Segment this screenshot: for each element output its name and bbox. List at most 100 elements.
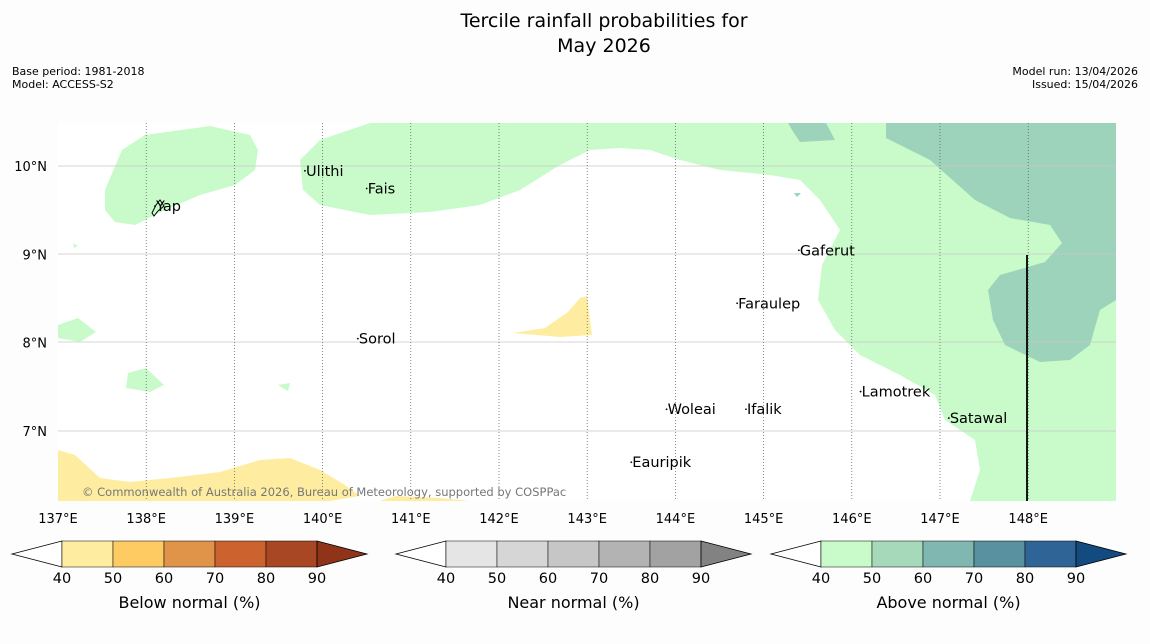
- lon-tick-label: 140°E: [303, 512, 343, 527]
- colorbar-segment: [649, 540, 702, 568]
- colorbar-segment: [112, 540, 165, 568]
- colorbar-tick-label: 70: [206, 571, 224, 587]
- lon-tick-label: 147°E: [920, 512, 960, 527]
- colorbar-tick-label: 70: [965, 571, 983, 587]
- lat-tick-label: 7°N: [23, 425, 48, 440]
- colorbar-extend-high: [316, 540, 369, 568]
- colorbar-tick-label: 40: [53, 571, 71, 587]
- colorbar-tick-label: 90: [692, 571, 710, 587]
- lat-tick-label: 9°N: [23, 248, 48, 263]
- colorbar-tick-label: 50: [104, 571, 122, 587]
- lamotrek-anomaly-dot: [1110, 123, 1116, 130]
- above-normal-50-region: [788, 123, 835, 142]
- lat-tick-label: 8°N: [23, 337, 48, 352]
- place-label: Ifalik: [747, 402, 782, 418]
- place-marker: [859, 390, 862, 393]
- colorbar-extend-high: [1075, 540, 1128, 568]
- place-label: Eauripik: [632, 455, 691, 471]
- lon-tick-label: 146°E: [832, 512, 872, 527]
- chart-title: Tercile rainfall probabilities for May 2…: [0, 9, 1150, 59]
- above-normal-40-region: [300, 123, 1116, 501]
- colorbar-segment: [1024, 540, 1077, 568]
- colorbar-tick-label: 80: [641, 571, 659, 587]
- place-label: Sorol: [359, 332, 396, 348]
- colorbar-extend-low: [769, 540, 822, 568]
- colorbar: 40 50 60 70 80 90: [10, 540, 369, 587]
- issued-text: Issued: 15/04/2026: [1031, 78, 1138, 91]
- lon-tick-label: 138°E: [126, 512, 166, 527]
- place-label: Faraulep: [738, 296, 800, 312]
- gridlines-lon: [145, 123, 1029, 501]
- place-marker: [947, 417, 950, 419]
- lon-tick-label: 139°E: [215, 512, 255, 527]
- colorbars: 40 50 60 70 80 90 40 50 60 70 80 90 40 50 60 70 80 90: [10, 540, 1128, 587]
- colorbar-extend-low: [10, 540, 63, 568]
- below-normal-40-region: [513, 296, 592, 337]
- colorbar-tick-label: 90: [308, 571, 326, 587]
- model-text: Model: ACCESS-S2: [12, 78, 114, 91]
- place-marker: [365, 187, 368, 190]
- above-normal-40-region: [58, 318, 96, 342]
- lon-tick-label: 141°E: [391, 512, 431, 527]
- colorbar-tick-label: 60: [914, 571, 932, 587]
- colorbar-segment: [820, 540, 873, 568]
- colorbar-tick-label: 70: [590, 571, 608, 587]
- place-marker: [154, 205, 156, 208]
- latitude-tick-labels: 10°N 9°N 8°N 7°N: [14, 160, 47, 440]
- colorbar-tick-label: 90: [1067, 571, 1085, 587]
- colorbar: 40 50 60 70 80 90: [394, 540, 753, 587]
- title-line-2: May 2026: [557, 35, 651, 57]
- colorbar-extend-low: [394, 540, 447, 568]
- lon-tick-label: 148°E: [1008, 512, 1048, 527]
- meta-right: Model run: 13/04/2026 Issued: 15/04/2026: [1012, 65, 1138, 91]
- lon-tick-label: 144°E: [656, 512, 696, 527]
- colorbar-tick-label: 60: [155, 571, 173, 587]
- colorbar-extend-high: [700, 540, 753, 568]
- colorbar-tick-label: 40: [437, 571, 455, 587]
- colorbar-segment: [871, 540, 924, 568]
- colorbar-tick-label: 40: [812, 571, 830, 587]
- place-marker: [630, 461, 633, 464]
- colorbar-tick-label: 50: [863, 571, 881, 587]
- colorbar-segment: [214, 540, 267, 568]
- lon-tick-label: 143°E: [567, 512, 607, 527]
- place-label: Yap: [155, 199, 181, 215]
- lon-tick-label: 145°E: [744, 512, 784, 527]
- place-marker: [665, 408, 668, 411]
- lon-tick-label: 137°E: [38, 512, 78, 527]
- title-line-1: Tercile rainfall probabilities for: [460, 10, 748, 32]
- place-label: Satawal: [950, 411, 1007, 427]
- colorbar-segment: [973, 540, 1026, 568]
- colorbar-tick-label: 60: [539, 571, 557, 587]
- map-plot-area: Ulithi Fais Yap Gaferut Faraulep Sorol Woleai I…: [58, 123, 1116, 501]
- lon-tick-label: 142°E: [479, 512, 519, 527]
- place-marker: [797, 249, 800, 252]
- place-marker: [736, 302, 739, 305]
- colorbar-segment: [598, 540, 651, 568]
- colorbar-tick-label: 50: [488, 571, 506, 587]
- colorbar-segment: [496, 540, 549, 568]
- place-label: Ulithi: [306, 164, 344, 180]
- colorbar-tick-label: 80: [257, 571, 275, 587]
- place-label: Woleai: [668, 402, 716, 418]
- place-label: Gaferut: [800, 243, 855, 259]
- longitude-tick-labels: 137°E 138°E 139°E 140°E 141°E 142°E 143°E 144°E…: [38, 512, 1048, 527]
- place-marker: [745, 408, 747, 411]
- above-normal-label: Above normal (%): [876, 593, 1021, 612]
- copyright-text: © Commonwealth of Australia 2026, Bureau…: [82, 485, 566, 499]
- above-normal-50-region: [886, 123, 1116, 362]
- above-normal-40-region: [278, 383, 290, 391]
- colorbar-segment: [61, 540, 114, 568]
- above-normal-40-region: [73, 243, 78, 248]
- above-normal-40-region: [105, 126, 258, 225]
- above-normal-40-region: [126, 368, 164, 392]
- near-normal-label: Near normal (%): [507, 593, 640, 612]
- below-normal-40-region: [380, 496, 470, 501]
- below-normal-label: Below normal (%): [118, 593, 261, 612]
- colorbar-tick-label: 80: [1016, 571, 1034, 587]
- yap-island-outline: [151, 199, 165, 217]
- colorbar-segment: [163, 540, 216, 568]
- model-run-text: Model run: 13/04/2026: [1012, 65, 1138, 78]
- colorbar-segment: [922, 540, 975, 568]
